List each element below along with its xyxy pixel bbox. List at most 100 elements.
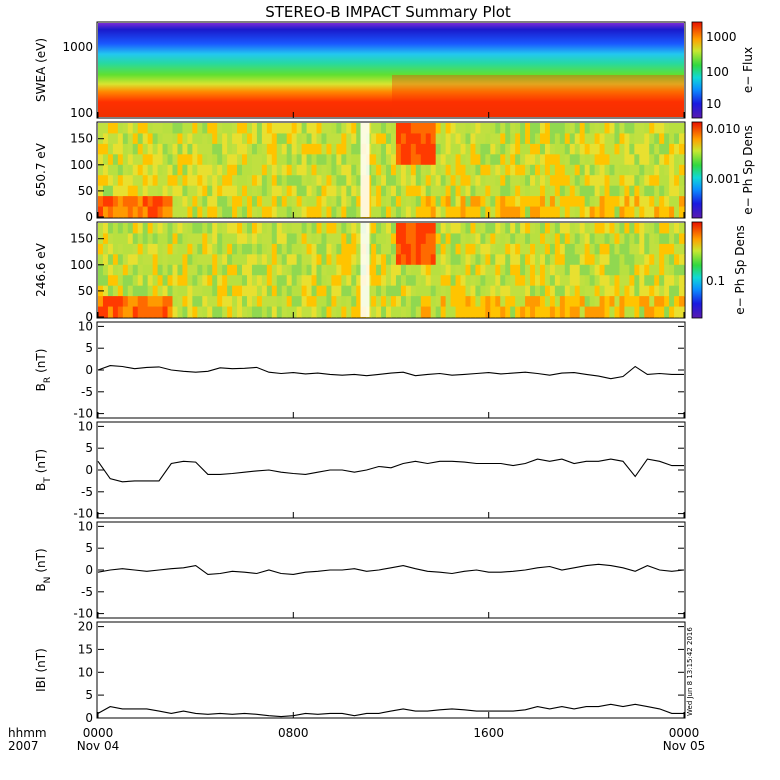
heatmap-cell	[197, 306, 203, 318]
heatmap-cell	[246, 296, 253, 308]
heatmap-cell	[331, 285, 337, 297]
heatmap-cell	[679, 175, 685, 187]
heatmap-cell	[256, 233, 263, 245]
br-ylabel-main: B	[34, 383, 48, 391]
heatmap-cell	[251, 164, 258, 176]
heatmap-cell	[326, 185, 333, 197]
heatmap-cell	[177, 133, 184, 145]
heatmap-cell	[346, 285, 352, 297]
heatmap-cell	[346, 233, 352, 245]
heatmap-cell	[187, 206, 193, 218]
heatmap-cell	[400, 154, 407, 166]
heatmap-cell	[356, 133, 362, 145]
heatmap-cell	[445, 275, 452, 287]
heatmap-cell	[530, 296, 536, 308]
heatmap-cell	[281, 296, 288, 308]
flux-cbar-tick-100: 100	[706, 65, 729, 79]
heatmap-cell	[669, 196, 675, 208]
heatmap-cell	[604, 223, 611, 235]
ytick-label: -5	[81, 385, 93, 399]
heatmap-cell	[306, 196, 313, 208]
heatmap-cell	[624, 233, 630, 245]
heatmap-cell	[649, 133, 655, 145]
heatmap-cell	[395, 196, 402, 208]
heatmap-cell	[520, 196, 526, 208]
heatmap-cell	[530, 254, 536, 266]
heatmap-cell	[679, 233, 685, 245]
heatmap-cell	[559, 243, 566, 255]
heatmap-cell	[237, 185, 243, 197]
heatmap-cell	[654, 133, 660, 145]
heatmap-cell	[515, 164, 521, 176]
heatmap-cell	[331, 306, 337, 318]
heatmap-cell	[445, 264, 452, 276]
ytick-label: -10	[73, 407, 93, 421]
heatmap-cell	[525, 143, 531, 155]
heatmap-cell	[460, 223, 467, 235]
heatmap-cell	[609, 306, 616, 318]
heatmap-cell	[505, 133, 511, 145]
heatmap-cell	[584, 133, 591, 145]
heatmap-cell	[609, 264, 616, 276]
heatmap-cell	[515, 233, 521, 245]
heatmap-cell	[475, 143, 481, 155]
heatmap-cell	[112, 275, 119, 287]
heatmap-cell	[455, 264, 462, 276]
heatmap-cell	[584, 243, 591, 255]
heatmap-cell	[530, 164, 536, 176]
heatmap-cell	[505, 196, 511, 208]
heatmap-cell	[321, 254, 328, 266]
heatmap-cell	[460, 233, 467, 245]
heatmap-cell	[549, 154, 556, 166]
heatmap-cell	[261, 243, 268, 255]
heatmap-cell	[435, 233, 442, 245]
ytick-label: -10	[73, 507, 93, 521]
heatmap-cell	[212, 254, 218, 266]
heatmap-cell	[182, 123, 188, 135]
heatmap-cell	[251, 185, 258, 197]
heatmap-cell	[237, 143, 243, 155]
heatmap-cell	[505, 143, 511, 155]
heatmap-cell	[187, 133, 193, 145]
heatmap-cell	[629, 254, 635, 266]
heatmap-cell	[574, 196, 581, 208]
heatmap-cell	[222, 306, 228, 318]
heatmap-cell	[589, 306, 596, 318]
heatmap-cell	[425, 206, 432, 218]
heatmap-cell	[98, 275, 104, 287]
heatmap-cell	[157, 196, 164, 208]
heatmap-cell	[559, 196, 566, 208]
heatmap-cell	[122, 196, 129, 208]
heatmap-cell	[197, 175, 203, 187]
heatmap-cell	[217, 123, 223, 135]
heatmap-cell	[98, 296, 104, 308]
heatmap-cell	[679, 264, 685, 276]
heatmap-cell	[634, 164, 640, 176]
heatmap-cell	[321, 133, 328, 145]
heatmap-cell	[470, 223, 477, 235]
heatmap-cell	[256, 275, 263, 287]
heatmap-cell	[490, 243, 496, 255]
heatmap-cell	[172, 143, 179, 155]
heatmap-cell	[525, 154, 531, 166]
heatmap-cell	[654, 123, 660, 135]
heatmap-cell	[346, 164, 352, 176]
heatmap-cell	[167, 296, 174, 308]
heatmap-cell	[197, 285, 203, 297]
heatmap-cell	[604, 175, 611, 187]
heatmap-cell	[107, 133, 114, 145]
heatmap-cell	[410, 254, 417, 266]
heatmap-cell	[271, 275, 278, 287]
heatmap-cell	[659, 285, 665, 297]
heatmap-cell	[490, 164, 496, 176]
heatmap-cell	[440, 264, 447, 276]
heatmap-cell	[559, 175, 566, 187]
heatmap-cell	[525, 164, 531, 176]
heatmap-cell	[400, 196, 407, 208]
heatmap-cell	[276, 123, 283, 135]
heatmap-cell	[237, 164, 243, 176]
heatmap-cell	[644, 185, 650, 197]
heatmap-cell	[530, 285, 536, 297]
heatmap-cell	[584, 275, 591, 287]
heatmap-cell	[391, 296, 397, 308]
